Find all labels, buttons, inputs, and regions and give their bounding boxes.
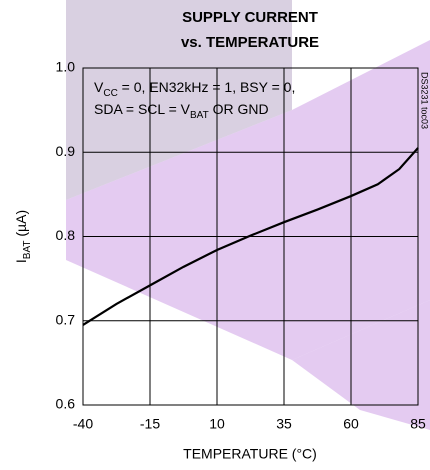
x-tick-label: 35 — [276, 416, 292, 432]
x-tick-label: -40 — [73, 416, 93, 432]
y-axis-label-part: (µA) — [13, 210, 29, 241]
y-axis-label: IBAT (µA) — [13, 210, 33, 263]
y-tick-label: 0.9 — [56, 143, 76, 159]
x-tick-label: 60 — [343, 416, 359, 432]
x-tick-label: 10 — [209, 416, 225, 432]
y-tick-label: 0.8 — [56, 227, 76, 243]
watermark-shape — [66, 40, 430, 360]
y-tick-label: 0.6 — [56, 396, 76, 412]
annotation-part: = 0, EN32kHz = 1, BSY = 0, — [118, 79, 296, 95]
annotation-part: CC — [103, 88, 117, 99]
annotation: SDA = SCL = VBAT OR GND — [94, 101, 269, 121]
watermark-shape — [292, 300, 430, 430]
y-axis-label-part: BAT — [22, 241, 33, 260]
annotation: VCC = 0, EN32kHz = 1, BSY = 0, — [94, 79, 295, 99]
y-tick-label: 0.7 — [56, 311, 76, 327]
watermark — [66, 0, 430, 430]
data-line — [82, 147, 419, 326]
chart-title: SUPPLY CURRENT — [182, 9, 318, 26]
x-tick-label: 85 — [410, 416, 426, 432]
y-axis-label-part: I — [13, 259, 29, 263]
chart-title: vs. TEMPERATURE — [181, 34, 319, 51]
note: DS3231 toc03 — [420, 72, 430, 129]
watermark-shape — [66, 0, 292, 200]
y-tick-label: 1.0 — [56, 59, 76, 75]
annotation-part: OR GND — [209, 101, 269, 117]
annotation-part: BAT — [190, 110, 209, 121]
plot-frame — [82, 67, 419, 406]
x-tick-label: -15 — [140, 416, 160, 432]
annotation-part: V — [94, 79, 104, 95]
annotation-part: SDA = SCL = V — [94, 101, 191, 117]
x-axis-label: TEMPERATURE (°C) — [183, 446, 317, 462]
